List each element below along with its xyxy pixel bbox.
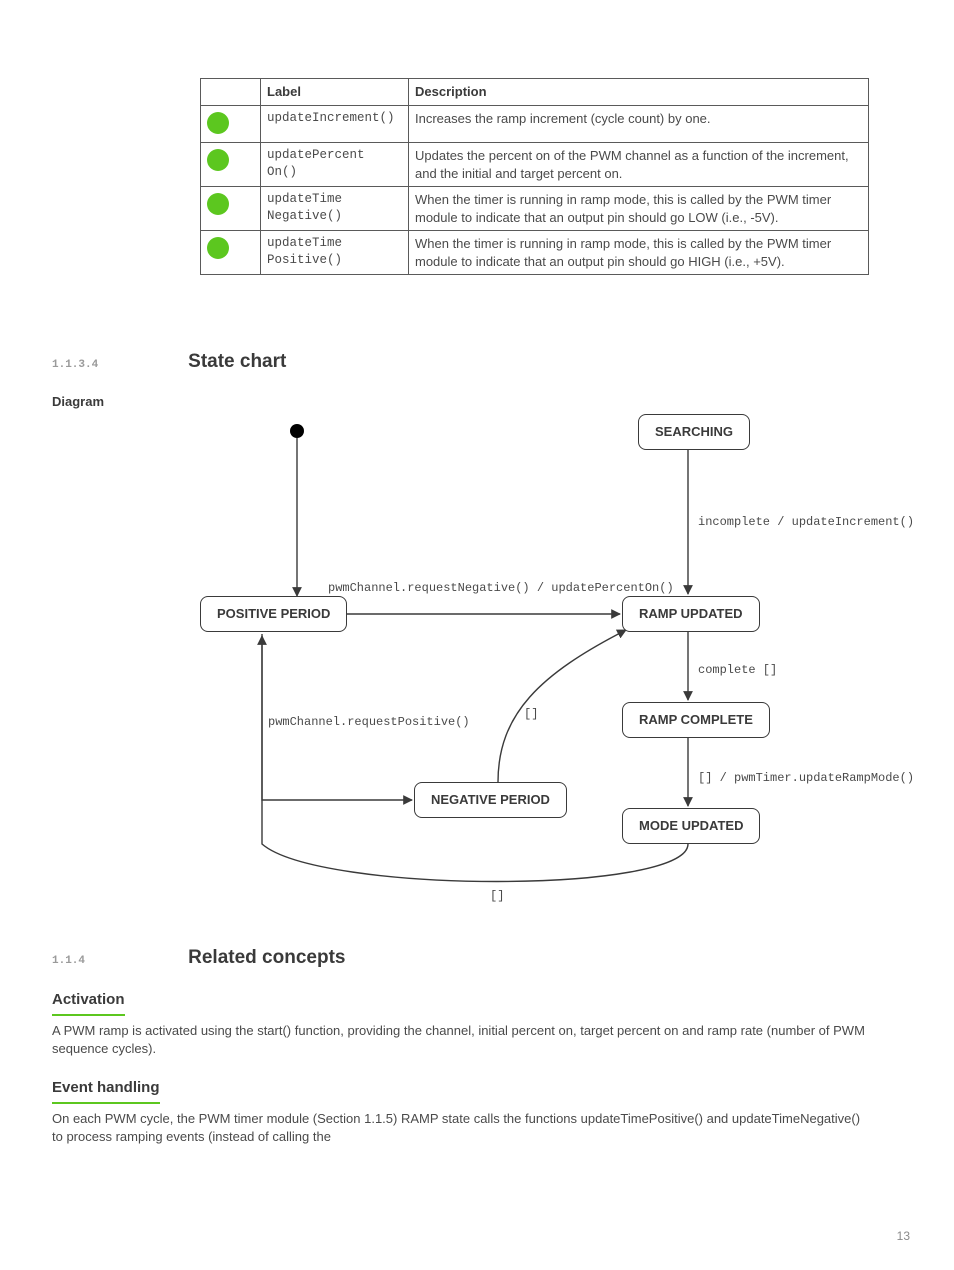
api-desc: Increases the ramp increment (cycle coun… bbox=[409, 105, 869, 143]
state-node-negative: NEGATIVE PERIOD bbox=[414, 782, 567, 818]
edge-label: complete [] bbox=[698, 662, 777, 678]
api-label: updateTime Negative() bbox=[261, 187, 409, 231]
section-number: 1.1.3.4 bbox=[52, 358, 72, 373]
subheading-diagram: Diagram bbox=[52, 393, 104, 411]
link-timer[interactable]: timer bbox=[234, 1111, 263, 1126]
section-title: State chart bbox=[188, 351, 286, 372]
state-node-mode-updated: MODE UPDATED bbox=[622, 808, 760, 844]
table-row: updatePercent On() Updates the percent o… bbox=[201, 143, 869, 187]
edge-label: incomplete / updateIncrement() bbox=[698, 514, 914, 530]
subheading-event-handling: Event handling bbox=[52, 1078, 160, 1104]
paragraph-activation: A PWM ramp is activated using the start(… bbox=[52, 1022, 870, 1057]
subheading-activation: Activation bbox=[52, 990, 125, 1016]
event-text-1: On each PWM cycle, the PWM bbox=[52, 1111, 234, 1126]
status-dot-icon bbox=[207, 149, 229, 171]
table-row: updateIncrement() Increases the ramp inc… bbox=[201, 105, 869, 143]
col-header-desc: Description bbox=[409, 79, 869, 106]
api-desc: When the timer is running in ramp mode, … bbox=[409, 231, 869, 275]
edge-label: pwmChannel.requestPositive() bbox=[268, 714, 470, 730]
state-node-complete: RAMP COMPLETE bbox=[622, 702, 770, 738]
edge-label: [] bbox=[524, 706, 538, 722]
api-label: updateIncrement() bbox=[261, 105, 409, 143]
section-heading-related-concepts: 1.1.4 Related concepts bbox=[52, 946, 345, 970]
status-dot-icon bbox=[207, 193, 229, 215]
edge-label: pwmChannel.requestNegative() / updatePer… bbox=[328, 580, 674, 596]
state-node-ramp-updated: RAMP UPDATED bbox=[622, 596, 760, 632]
status-dot-icon bbox=[207, 112, 229, 134]
section-title: Related concepts bbox=[188, 947, 345, 968]
status-dot-icon bbox=[207, 237, 229, 259]
state-chart-diagram: SEARCHING POSITIVE PERIOD RAMP UPDATED N… bbox=[200, 414, 870, 924]
section-heading-state-chart: 1.1.3.4 State chart bbox=[52, 349, 286, 375]
page-number: 13 bbox=[897, 1228, 910, 1244]
col-header-status bbox=[201, 79, 261, 106]
section-number: 1.1.4 bbox=[52, 955, 72, 969]
api-table: Label Description updateIncrement() Incr… bbox=[200, 78, 869, 275]
state-node-positive: POSITIVE PERIOD bbox=[200, 596, 347, 632]
api-label: updateTime Positive() bbox=[261, 231, 409, 275]
edge-label: [] bbox=[490, 888, 504, 904]
initial-state-icon bbox=[290, 424, 304, 438]
edge bbox=[498, 630, 626, 782]
edge-label: [] / pwmTimer.updateRampMode() bbox=[698, 770, 914, 786]
api-label: updatePercent On() bbox=[261, 143, 409, 187]
col-header-label: Label bbox=[261, 79, 409, 106]
api-desc: Updates the percent on of the PWM channe… bbox=[409, 143, 869, 187]
table-row: updateTime Positive() When the timer is … bbox=[201, 231, 869, 275]
state-node-searching: SEARCHING bbox=[638, 414, 750, 450]
table-header-row: Label Description bbox=[201, 79, 869, 106]
table-row: updateTime Negative() When the timer is … bbox=[201, 187, 869, 231]
paragraph-event-handling: On each PWM cycle, the PWM timer module … bbox=[52, 1110, 870, 1145]
api-desc: When the timer is running in ramp mode, … bbox=[409, 187, 869, 231]
edge bbox=[262, 636, 688, 882]
